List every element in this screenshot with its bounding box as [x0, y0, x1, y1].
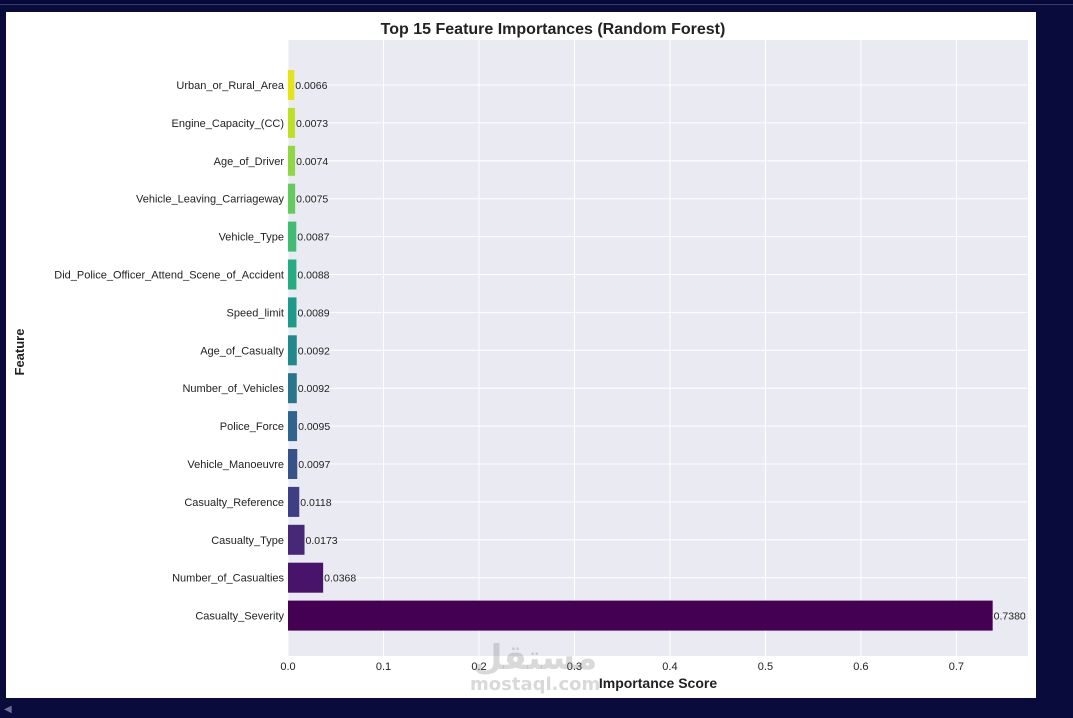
y-tick-label: Did_Police_Officer_Attend_Scene_of_Accid… [54, 270, 284, 282]
bar [288, 600, 993, 631]
value-label: 0.0073 [296, 118, 328, 130]
bar [288, 183, 296, 214]
chart-title: Top 15 Feature Importances (Random Fores… [381, 21, 726, 38]
bar [288, 221, 297, 252]
value-label: 0.0368 [324, 573, 356, 585]
bar [288, 70, 295, 100]
value-label: 0.0088 [297, 270, 329, 282]
x-axis-label: Importance Score [599, 675, 717, 691]
y-tick-labels: Urban_or_Rural_Area Engine_Capacity_(CC) A… [54, 80, 285, 623]
y-tick-label: Speed_limit [227, 307, 284, 319]
bar [288, 259, 297, 290]
y-tick-label: Vehicle_Manoeuvre [187, 459, 284, 471]
y-tick-label: Casualty_Severity [195, 611, 284, 623]
value-label: 0.0173 [306, 535, 338, 547]
feature-importance-chart: Urban_or_Rural_Area Engine_Capacity_(CC) A… [12, 21, 1028, 691]
value-label: 0.0074 [296, 156, 328, 168]
x-tick-label: 0.5 [758, 661, 773, 673]
x-tick-label: 0.2 [471, 661, 486, 673]
y-tick-label: Vehicle_Leaving_Carriageway [136, 194, 284, 206]
y-tick-label: Police_Force [220, 421, 284, 433]
top-divider [0, 4, 1073, 5]
y-tick-label: Number_of_Casualties [172, 573, 284, 585]
y-tick-label: Age_of_Casualty [200, 345, 284, 357]
bar [288, 107, 295, 138]
y-tick-label: Vehicle_Type [219, 232, 284, 244]
chart-canvas: Urban_or_Rural_Area Engine_Capacity_(CC) A… [6, 12, 1036, 698]
x-tick-label: 0.4 [662, 661, 677, 673]
value-label: 0.7380 [994, 611, 1026, 623]
value-label: 0.0118 [300, 497, 331, 509]
plot-area [288, 40, 1028, 656]
x-tick-labels: 0.0 0.1 0.2 0.3 0.4 0.5 0.6 0.7 [280, 661, 964, 673]
value-label: 0.0095 [298, 421, 330, 433]
value-label: 0.0092 [298, 383, 330, 395]
x-tick-label: 0.7 [949, 661, 964, 673]
value-label: 0.0097 [298, 459, 330, 471]
value-label: 0.0089 [297, 307, 329, 319]
bar [288, 373, 297, 404]
value-label: 0.0066 [295, 80, 327, 92]
y-tick-label: Casualty_Reference [184, 497, 284, 509]
value-label: 0.0075 [296, 194, 328, 206]
y-tick-label: Age_of_Driver [214, 156, 285, 168]
y-tick-label: Urban_or_Rural_Area [176, 80, 284, 92]
value-labels: 0.0066 0.0073 0.0074 0.0075 0.0087 0.0088 0.00… [295, 80, 1026, 623]
bar [288, 297, 297, 328]
bar [288, 411, 298, 442]
y-axis-label: Feature [12, 329, 27, 376]
scroll-left-arrow-icon[interactable]: ◀ [4, 704, 12, 715]
x-tick-label: 0.3 [567, 661, 582, 673]
x-tick-label: 0.6 [853, 661, 868, 673]
bar [288, 335, 297, 366]
grid-lines [287, 40, 1028, 656]
bar [288, 145, 296, 176]
bars [288, 70, 993, 631]
value-label: 0.0087 [297, 232, 329, 244]
y-tick-label: Casualty_Type [211, 535, 284, 547]
y-tick-label: Number_of_Vehicles [182, 383, 284, 395]
bar [288, 524, 305, 555]
y-tick-label: Engine_Capacity_(CC) [172, 118, 285, 130]
bar [288, 449, 298, 479]
value-label: 0.0092 [298, 345, 330, 357]
bar [288, 486, 300, 517]
bar [288, 562, 324, 593]
x-tick-label: 0.0 [280, 661, 295, 673]
x-tick-label: 0.1 [376, 661, 391, 673]
